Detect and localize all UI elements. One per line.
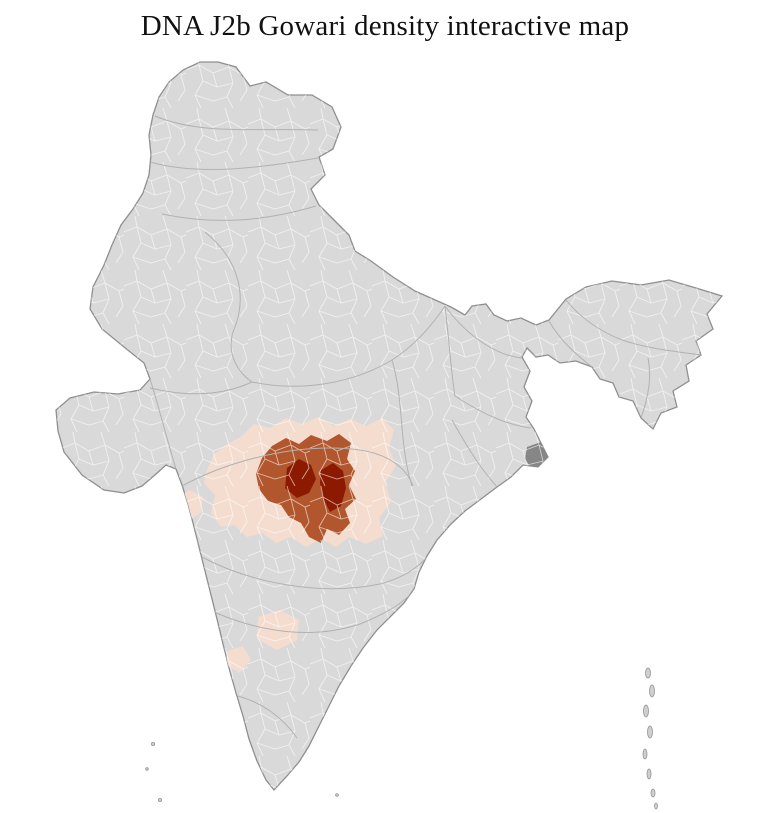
lakshadweep-islands[interactable] (145, 742, 339, 803)
andaman-islands[interactable] (642, 667, 658, 810)
state-borders (149, 115, 702, 739)
map-title: DNA J2b Gowari density interactive map (140, 10, 630, 42)
